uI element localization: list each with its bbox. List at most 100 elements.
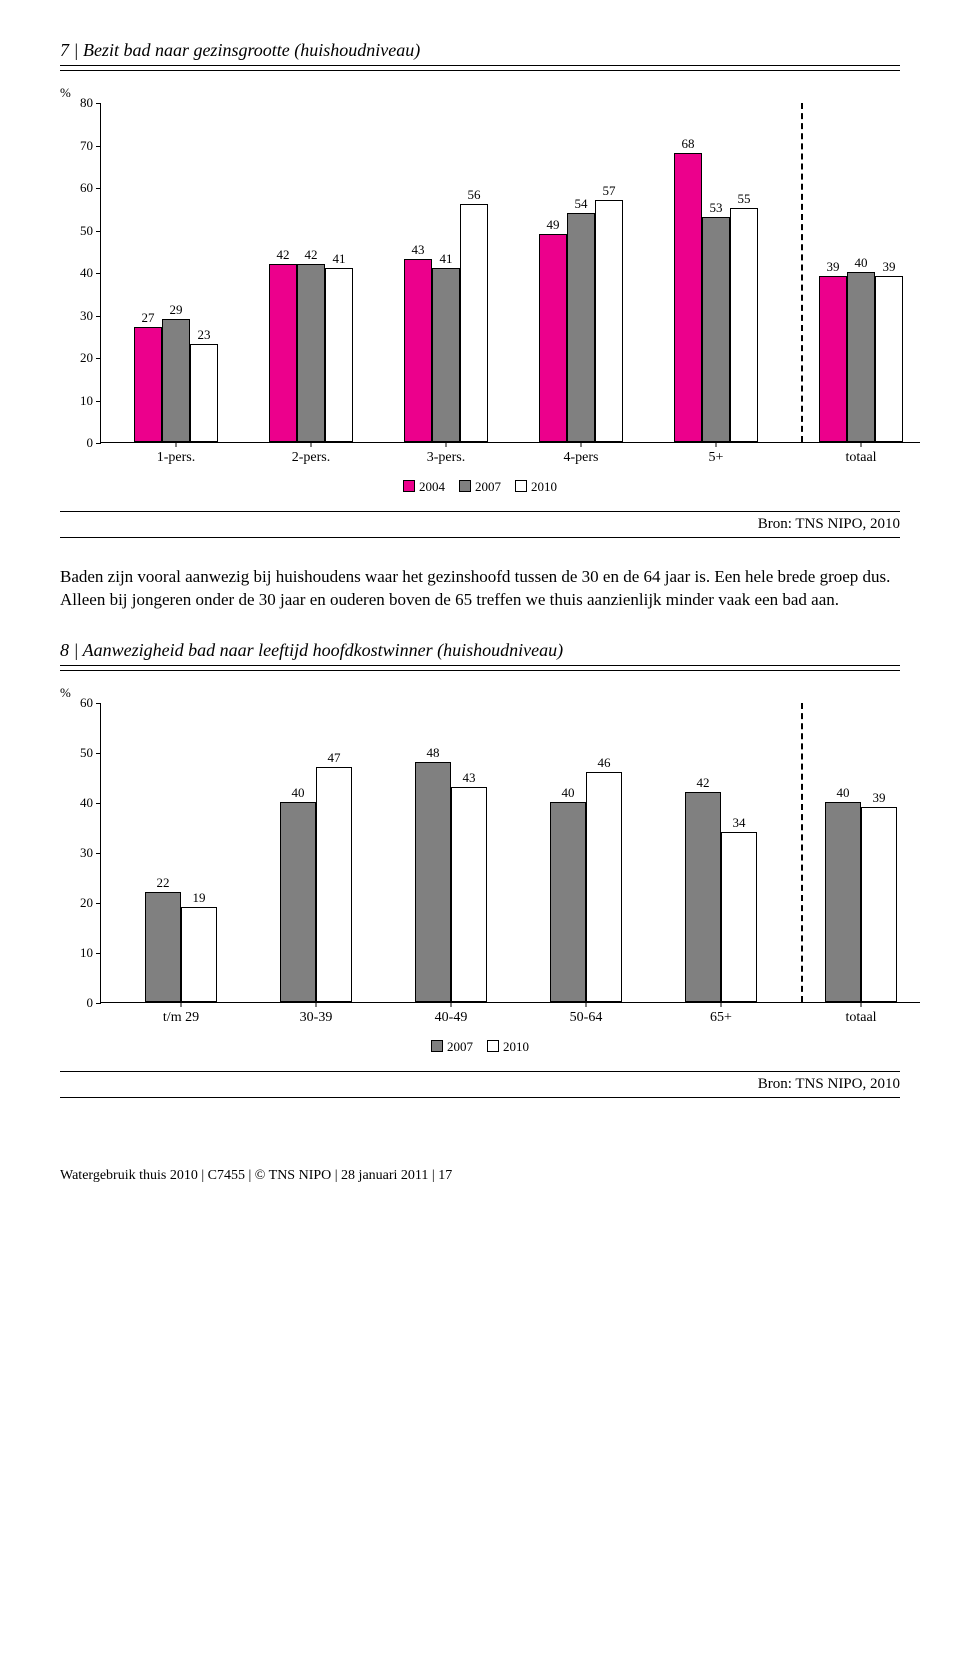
bar-value-label: 39 bbox=[883, 259, 896, 275]
y-tick-label: 60 bbox=[61, 180, 93, 196]
bar-value-label: 42 bbox=[305, 247, 318, 263]
bar-value-label: 56 bbox=[468, 187, 481, 203]
cluster: 2219 bbox=[145, 892, 217, 1002]
bar-value-label: 27 bbox=[142, 310, 155, 326]
bar-value-label: 54 bbox=[575, 196, 588, 212]
bar-value-label: 43 bbox=[412, 242, 425, 258]
bar-value-label: 40 bbox=[292, 785, 305, 801]
x-category-label: 3-pers. bbox=[427, 450, 466, 466]
x-tick bbox=[316, 1002, 317, 1007]
cluster: 685355 bbox=[674, 153, 758, 442]
y-tick bbox=[96, 188, 101, 189]
legend-item: 2007 bbox=[431, 1039, 473, 1055]
bar: 46 bbox=[586, 772, 622, 1002]
bar-value-label: 41 bbox=[440, 251, 453, 267]
divider bbox=[801, 103, 803, 442]
y-tick bbox=[96, 853, 101, 854]
bar-value-label: 22 bbox=[157, 875, 170, 891]
bar: 40 bbox=[550, 802, 586, 1002]
bar: 49 bbox=[539, 234, 567, 442]
bar: 42 bbox=[685, 792, 721, 1002]
y-tick bbox=[96, 443, 101, 444]
x-category-label: 65+ bbox=[710, 1010, 732, 1026]
x-tick bbox=[721, 1002, 722, 1007]
body-paragraph: Baden zijn vooral aanwezig bij huishoude… bbox=[60, 566, 900, 612]
legend-swatch bbox=[431, 1040, 443, 1052]
y-tick-label: 80 bbox=[61, 95, 93, 111]
bar-value-label: 19 bbox=[193, 890, 206, 906]
cluster: 495457 bbox=[539, 200, 623, 442]
legend-item: 2010 bbox=[515, 479, 557, 495]
bar-value-label: 57 bbox=[603, 183, 616, 199]
bar-value-label: 40 bbox=[562, 785, 575, 801]
legend-swatch bbox=[515, 480, 527, 492]
x-tick bbox=[716, 442, 717, 447]
y-tick bbox=[96, 803, 101, 804]
bar: 47 bbox=[316, 767, 352, 1002]
chart-1-title: 7 | Bezit bad naar gezinsgrootte (huisho… bbox=[60, 40, 900, 66]
y-tick-label: 0 bbox=[61, 995, 93, 1011]
legend-swatch bbox=[403, 480, 415, 492]
bar-value-label: 34 bbox=[733, 815, 746, 831]
cluster: 4039 bbox=[825, 802, 897, 1002]
x-tick bbox=[176, 442, 177, 447]
x-tick bbox=[861, 442, 862, 447]
y-tick bbox=[96, 703, 101, 704]
y-tick-label: 40 bbox=[61, 795, 93, 811]
legend-item: 2007 bbox=[459, 479, 501, 495]
x-category-label: t/m 29 bbox=[163, 1010, 199, 1026]
bar: 42 bbox=[297, 264, 325, 443]
y-tick-label: 20 bbox=[61, 895, 93, 911]
y-tick-label: 30 bbox=[61, 845, 93, 861]
bar-value-label: 40 bbox=[837, 785, 850, 801]
divider bbox=[801, 703, 803, 1002]
y-tick bbox=[96, 401, 101, 402]
x-tick bbox=[586, 1002, 587, 1007]
bar: 57 bbox=[595, 200, 623, 442]
y-tick bbox=[96, 316, 101, 317]
cluster: 272923 bbox=[134, 319, 218, 442]
x-tick bbox=[581, 442, 582, 447]
x-category-label: 40-49 bbox=[435, 1010, 468, 1026]
bar: 43 bbox=[451, 787, 487, 1002]
bar: 40 bbox=[280, 802, 316, 1002]
legend-label: 2007 bbox=[447, 1039, 473, 1054]
bar: 40 bbox=[847, 272, 875, 442]
y-tick-label: 30 bbox=[61, 308, 93, 324]
cluster: 394039 bbox=[819, 272, 903, 442]
legend-swatch bbox=[459, 480, 471, 492]
bar: 53 bbox=[702, 217, 730, 442]
x-tick bbox=[446, 442, 447, 447]
y-tick-label: 0 bbox=[61, 435, 93, 451]
chart-1: % 010203040506070802729231-pers.4242412-… bbox=[60, 75, 900, 495]
legend-swatch bbox=[487, 1040, 499, 1052]
bar: 29 bbox=[162, 319, 190, 442]
bar: 39 bbox=[819, 276, 847, 442]
bar: 68 bbox=[674, 153, 702, 442]
y-tick bbox=[96, 753, 101, 754]
bar: 34 bbox=[721, 832, 757, 1002]
bar: 23 bbox=[190, 344, 218, 442]
chart-2-source: Bron: TNS NIPO, 2010 bbox=[60, 1071, 900, 1098]
chart-2-title: 8 | Aanwezigheid bad naar leeftijd hoofd… bbox=[60, 640, 900, 666]
bar: 41 bbox=[325, 268, 353, 442]
bar-value-label: 53 bbox=[710, 200, 723, 216]
bar-value-label: 48 bbox=[427, 745, 440, 761]
bar-value-label: 42 bbox=[697, 775, 710, 791]
bar-value-label: 23 bbox=[198, 327, 211, 343]
bar-value-label: 43 bbox=[463, 770, 476, 786]
x-category-label: 5+ bbox=[709, 450, 724, 466]
y-tick-label: 40 bbox=[61, 265, 93, 281]
x-tick bbox=[311, 442, 312, 447]
chart-1-yaxis-label: % bbox=[60, 85, 900, 101]
page-footer: Watergebruik thuis 2010 | C7455 | © TNS … bbox=[60, 1168, 900, 1184]
legend-item: 2004 bbox=[403, 479, 445, 495]
bar: 19 bbox=[181, 907, 217, 1002]
y-tick-label: 10 bbox=[61, 945, 93, 961]
y-tick bbox=[96, 146, 101, 147]
cluster: 434156 bbox=[404, 204, 488, 442]
legend-label: 2007 bbox=[475, 479, 501, 494]
cluster: 4234 bbox=[685, 792, 757, 1002]
bar: 40 bbox=[825, 802, 861, 1002]
y-tick-label: 50 bbox=[61, 223, 93, 239]
